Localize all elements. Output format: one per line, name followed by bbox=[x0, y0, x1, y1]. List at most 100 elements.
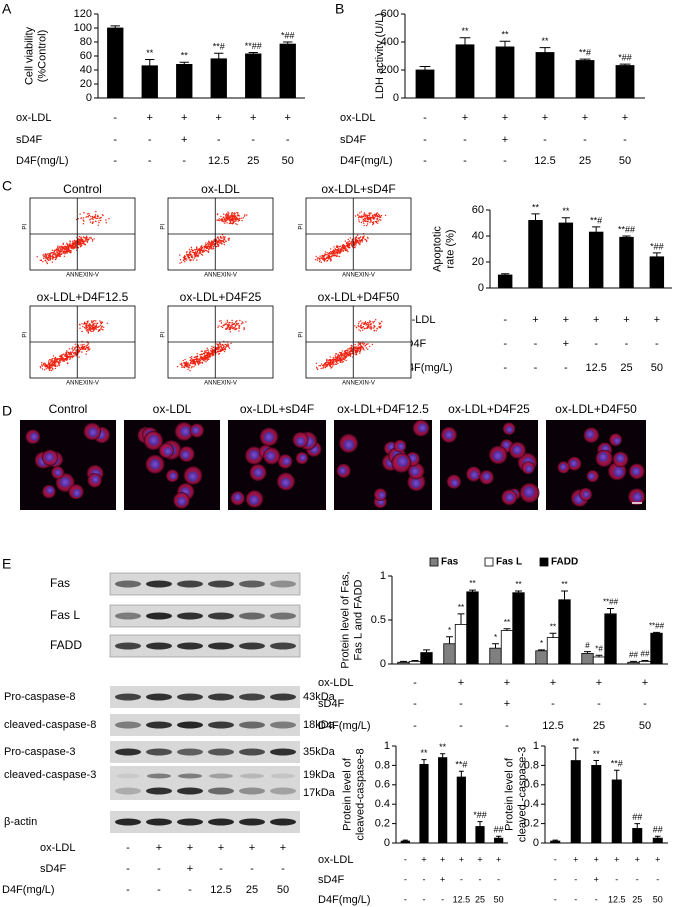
flow-dot bbox=[44, 253, 47, 255]
bar bbox=[592, 656, 606, 665]
flow-dot bbox=[378, 214, 381, 217]
flow-dot bbox=[82, 219, 84, 221]
flow-title: ox-LDL bbox=[201, 182, 240, 196]
blot-strip bbox=[110, 766, 300, 800]
y-tick-label: 0 bbox=[478, 282, 484, 294]
flow-dot bbox=[342, 246, 344, 248]
flow-dot bbox=[362, 329, 364, 331]
flow-dot bbox=[325, 364, 327, 366]
flow-dot bbox=[354, 349, 356, 351]
flow-dot bbox=[218, 346, 220, 349]
flow-dot bbox=[367, 219, 369, 221]
flow-dot bbox=[201, 245, 203, 247]
flow-dot bbox=[179, 254, 181, 256]
flow-dot bbox=[182, 366, 184, 368]
flow-dot bbox=[315, 255, 317, 258]
condition-label: sD4F bbox=[340, 134, 367, 146]
flow-dot bbox=[338, 246, 340, 248]
significance: ** bbox=[561, 580, 567, 589]
flow-dot bbox=[227, 238, 229, 240]
flow-dot bbox=[375, 222, 378, 224]
flow-dot bbox=[54, 365, 56, 368]
flow-dot bbox=[84, 348, 87, 350]
error-bar bbox=[561, 590, 568, 600]
flow-dot bbox=[220, 237, 223, 239]
flow-dot bbox=[185, 257, 187, 259]
flow-dot bbox=[348, 244, 351, 246]
flow-dot bbox=[238, 219, 241, 222]
flow-dot bbox=[74, 343, 77, 345]
y-axis-label: cleaved -caspase-3 bbox=[516, 747, 528, 842]
flow-dot bbox=[341, 361, 343, 363]
flow-dot bbox=[246, 214, 248, 216]
condition-value: - bbox=[463, 155, 467, 167]
flow-dot bbox=[64, 250, 66, 253]
flow-dot bbox=[91, 240, 94, 242]
flow-dot bbox=[369, 218, 371, 221]
condition-value: + bbox=[181, 134, 187, 146]
condition-value: - bbox=[126, 863, 130, 875]
flow-dot bbox=[51, 261, 53, 263]
flow-dot bbox=[217, 353, 220, 355]
blot-band bbox=[270, 612, 296, 620]
flow-dot bbox=[337, 245, 339, 247]
flow-dot bbox=[205, 242, 207, 244]
condition-value: - bbox=[423, 155, 427, 167]
flow-dot bbox=[365, 224, 368, 227]
bar bbox=[638, 660, 652, 665]
flow-dot bbox=[372, 215, 374, 217]
flow-dot bbox=[370, 220, 372, 222]
flow-dot bbox=[328, 365, 331, 367]
flow-dot bbox=[46, 253, 48, 255]
flow-dot bbox=[348, 352, 351, 354]
flow-dot bbox=[334, 248, 336, 250]
blot-band bbox=[271, 773, 295, 779]
significance: ** bbox=[181, 51, 189, 61]
flow-dot bbox=[233, 326, 235, 329]
flow-dot bbox=[342, 244, 344, 246]
nucleus bbox=[569, 459, 578, 468]
flow-dot bbox=[57, 245, 59, 247]
condition-label: D4F(mg/L) bbox=[2, 884, 55, 896]
flow-dot bbox=[61, 252, 63, 255]
kda-label: 43kDa bbox=[303, 691, 336, 703]
flow-dot bbox=[97, 322, 99, 324]
blot-band bbox=[146, 693, 172, 701]
y-tick-label: 20 bbox=[472, 256, 484, 268]
flow-dot bbox=[223, 350, 226, 353]
flow-dot bbox=[334, 255, 336, 257]
condition-value: - bbox=[655, 338, 659, 350]
flow-dot bbox=[356, 236, 358, 239]
flow-dot bbox=[350, 344, 352, 347]
flow-dot bbox=[61, 355, 63, 357]
flow-dot bbox=[341, 350, 343, 352]
flow-dot bbox=[346, 249, 349, 251]
bar bbox=[489, 647, 502, 665]
flow-dot bbox=[325, 257, 328, 260]
flow-dot bbox=[370, 212, 372, 214]
flow-dot bbox=[64, 359, 66, 361]
flow-dot bbox=[218, 218, 220, 220]
condition-value: - bbox=[219, 863, 223, 875]
flow-dot bbox=[331, 366, 333, 369]
y-tick-label: 0 bbox=[393, 92, 399, 104]
flow-dot bbox=[344, 351, 346, 353]
nucleus bbox=[613, 437, 621, 445]
significance: ** bbox=[469, 579, 475, 588]
flow-dot bbox=[337, 356, 340, 358]
flow-dot bbox=[66, 362, 69, 364]
flow-dot bbox=[190, 359, 192, 361]
condition-value: + bbox=[218, 842, 224, 854]
condition-value: 25 bbox=[632, 894, 642, 904]
flow-dot bbox=[187, 257, 190, 259]
flow-dot bbox=[359, 351, 361, 353]
flow-dot bbox=[85, 328, 87, 330]
flow-dot bbox=[243, 327, 245, 329]
significance: ** bbox=[532, 202, 540, 212]
flow-dot bbox=[61, 248, 63, 251]
flow-dot bbox=[181, 366, 183, 369]
error-bar bbox=[457, 613, 465, 625]
error-bar bbox=[654, 835, 661, 839]
flow-dot bbox=[100, 219, 102, 222]
flow-dot bbox=[331, 252, 334, 254]
